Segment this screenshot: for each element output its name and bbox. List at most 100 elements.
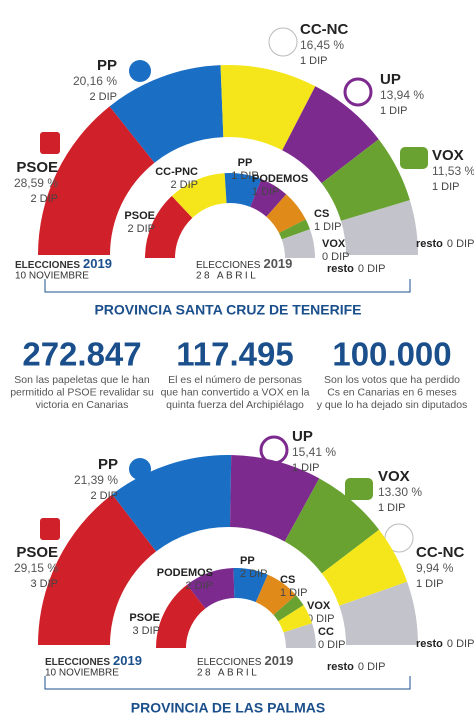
party-name: CC-NC — [300, 21, 348, 38]
election-year: 2019 — [263, 256, 292, 271]
percent-label: 13,94 % — [380, 88, 424, 102]
percent-label: 15,41 % — [292, 445, 336, 459]
election-date: 28 ABRIL — [196, 271, 258, 282]
party-name: VOX — [322, 238, 346, 250]
percent-label: 16,45 % — [300, 38, 344, 52]
segment — [273, 595, 304, 622]
resto-label: resto 0 DIP — [416, 238, 474, 250]
seat-label: 2 DIP — [185, 580, 213, 592]
stat-number: 272.847 — [22, 336, 141, 373]
stat-text: y que lo ha dejado sin diputados — [317, 399, 468, 411]
bracket — [44, 279, 411, 690]
election-label: ELECCIONES 2019 — [45, 653, 142, 668]
segment — [278, 605, 313, 633]
party-name: VOX — [307, 600, 331, 612]
segment — [266, 194, 306, 234]
election-title: ELECCIONES — [15, 260, 80, 271]
party-name: VOX — [432, 147, 464, 164]
party-name: CC-PNC — [155, 166, 198, 178]
seat-label: 0 DIP — [358, 661, 386, 673]
party-logos — [40, 27, 428, 553]
percent-label: 28,59 % — [14, 176, 58, 190]
segment — [255, 574, 297, 615]
percent-label: 11,53 % — [432, 164, 474, 178]
party-name: PSOE — [129, 612, 160, 624]
party-name: CC-NC — [416, 544, 464, 561]
segment — [279, 219, 310, 240]
segment — [250, 178, 287, 217]
party-name: resto — [327, 263, 354, 275]
party-name: UP — [292, 428, 313, 445]
party-name: PODEMOS — [252, 173, 308, 185]
party-name: PP — [97, 57, 117, 74]
seat-label: 2 DIP — [170, 179, 198, 191]
segment — [224, 173, 262, 207]
segment — [38, 494, 157, 645]
seat-label: 0 DIP — [307, 613, 335, 625]
segment — [339, 581, 418, 645]
seat-label: 0 DIP — [447, 638, 474, 650]
seat-label: 2 DIP — [89, 91, 117, 103]
segment — [281, 229, 315, 258]
up-logo — [343, 77, 373, 107]
segment — [156, 584, 206, 648]
seat-label: 1 DIP — [231, 170, 259, 182]
stat-text: permitido al PSOE revalidar su — [10, 386, 154, 398]
election-title: ELECCIONES — [197, 657, 262, 668]
segment — [145, 196, 193, 258]
seat-label: 1 DIP — [280, 587, 308, 599]
segment — [284, 478, 380, 574]
stat-text: victoria en Canarias — [36, 399, 129, 411]
percent-label: 21,39 % — [74, 473, 118, 487]
seat-label: 0 DIP — [447, 238, 474, 250]
seat-label: 1 DIP — [432, 181, 460, 193]
segment — [171, 173, 227, 218]
party-name: resto — [327, 661, 354, 673]
party-name: CS — [314, 208, 329, 220]
seat-label: 3 DIP — [132, 625, 160, 637]
resto-label: resto 0 DIP — [416, 638, 474, 650]
segment — [38, 106, 155, 255]
party-name: PSOE — [124, 210, 155, 222]
stat-text: Son las papeletas que le han — [14, 374, 150, 386]
election-label: ELECCIONES 2019 — [15, 256, 112, 271]
segment — [233, 568, 268, 603]
stat-text: El es el número de personas — [168, 374, 302, 386]
election-label: ELECCIONES 2019 — [196, 256, 292, 271]
party-name: PSOE — [16, 544, 58, 561]
percent-label: 29,15 % — [14, 561, 58, 575]
percent-label: 9,94 % — [416, 561, 454, 575]
seat-label: 1 DIP — [292, 462, 320, 474]
seat-label: 3 DIP — [30, 578, 58, 590]
stat-number: 100.000 — [332, 336, 451, 373]
seat-label: 0 DIP — [322, 251, 350, 263]
segment — [109, 65, 224, 163]
segment — [340, 200, 418, 255]
election-year: 2019 — [264, 653, 293, 668]
segment — [186, 568, 235, 609]
election-date: 10 NOVIEMBRE — [45, 668, 119, 679]
segment — [321, 529, 408, 606]
stat-text: Cs en Canarias en 6 meses — [327, 386, 457, 398]
party-name: PSOE — [16, 159, 58, 176]
party-name: CS — [280, 574, 295, 586]
party-name: PODEMOS — [157, 567, 213, 579]
seat-label: 0 DIP — [358, 263, 386, 275]
stat-text: Son los votos que ha perdido — [324, 374, 460, 386]
party-name: CC — [318, 626, 334, 638]
seat-label: 1 DIP — [380, 105, 408, 117]
seat-label: 2 DIP — [127, 223, 155, 235]
percent-label: 13.30 % — [378, 485, 422, 499]
psoe-logo — [40, 132, 60, 154]
resto-label: resto 0 DIP — [327, 661, 385, 673]
election-label: ELECCIONES 2019 — [197, 653, 293, 668]
party-name: PP — [240, 555, 255, 567]
party-name: PP — [238, 157, 253, 169]
segment — [220, 65, 316, 151]
party-name: VOX — [378, 468, 410, 485]
stat-number: 117.495 — [176, 336, 293, 373]
seat-label: 2 DIP — [30, 193, 58, 205]
seat-label: 2 DIP — [240, 568, 268, 580]
percent-label: 20,16 % — [73, 74, 117, 88]
